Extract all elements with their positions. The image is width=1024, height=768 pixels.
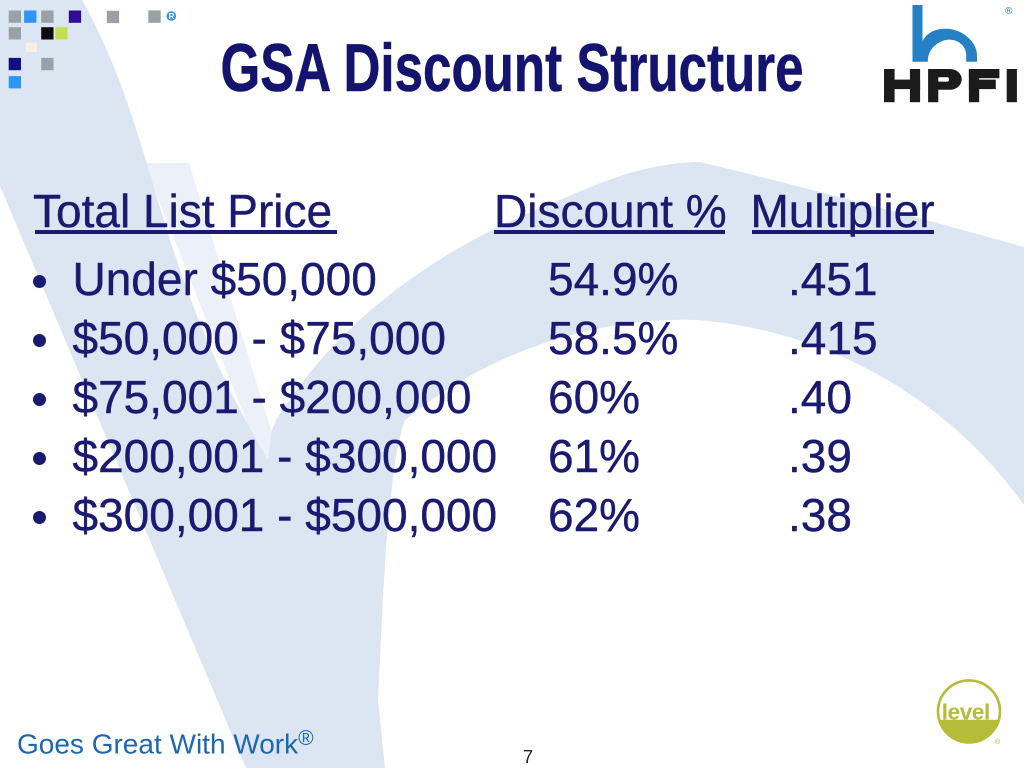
svg-text:®: ® [1005, 6, 1013, 17]
svg-text:level: level [942, 700, 990, 725]
svg-text:R: R [169, 12, 175, 21]
svg-text:®: ® [995, 738, 1001, 746]
